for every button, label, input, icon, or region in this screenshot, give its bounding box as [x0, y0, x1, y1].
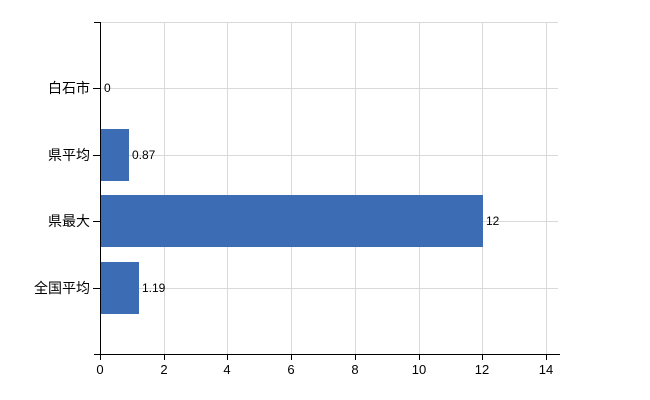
y-axis-tick-mark — [93, 155, 100, 156]
x-axis-tick-label: 4 — [223, 362, 231, 377]
x-axis-tick-label: 6 — [287, 362, 295, 377]
x-axis-tick-label: 2 — [160, 362, 168, 377]
y-axis-line — [100, 22, 101, 354]
x-axis-tick-mark — [355, 355, 356, 360]
category-label: 全国平均 — [34, 280, 90, 296]
y-axis-top-tick — [94, 22, 101, 23]
gridline-vertical — [355, 22, 356, 354]
x-axis-tick-mark — [100, 355, 101, 360]
gridline-horizontal — [100, 88, 558, 89]
gridline-vertical — [482, 22, 483, 354]
x-axis-tick-label: 10 — [411, 362, 427, 377]
bar-value-label: 0 — [104, 81, 111, 95]
bar — [101, 262, 139, 314]
category-label: 県最大 — [48, 213, 90, 229]
category-label: 白石市 — [48, 80, 90, 96]
x-axis-line — [94, 354, 560, 355]
x-axis-tick-mark — [291, 355, 292, 360]
x-axis-tick-label: 8 — [351, 362, 359, 377]
plot-top-border — [100, 22, 558, 23]
x-axis-tick-mark — [227, 355, 228, 360]
gridline-horizontal — [100, 155, 558, 156]
y-axis-tick-mark — [93, 288, 100, 289]
x-axis-tick-mark — [546, 355, 547, 360]
bar — [101, 129, 129, 181]
x-axis-tick-label: 12 — [474, 362, 490, 377]
bar-value-label: 12 — [486, 214, 500, 228]
gridline-vertical — [419, 22, 420, 354]
x-axis-tick-mark — [482, 355, 483, 360]
gridline-vertical — [227, 22, 228, 354]
x-axis-tick-mark — [164, 355, 165, 360]
gridline-vertical — [291, 22, 292, 354]
bar-value-label: 1.19 — [142, 281, 166, 295]
y-axis-tick-mark — [93, 88, 100, 89]
bar — [101, 195, 483, 247]
gridline-vertical — [546, 22, 547, 354]
gridline-vertical — [164, 22, 165, 354]
x-axis-tick-label: 14 — [538, 362, 554, 377]
x-axis-tick-label: 0 — [96, 362, 104, 377]
y-axis-tick-mark — [93, 221, 100, 222]
x-axis-tick-mark — [419, 355, 420, 360]
bar-value-label: 0.87 — [132, 148, 156, 162]
category-label: 県平均 — [48, 147, 90, 163]
gridline-horizontal — [100, 288, 558, 289]
